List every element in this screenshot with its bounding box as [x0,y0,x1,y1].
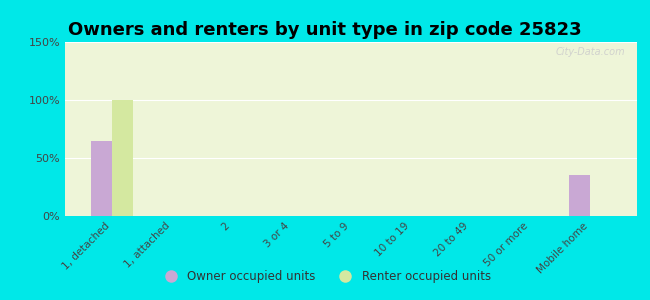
Legend: Owner occupied units, Renter occupied units: Owner occupied units, Renter occupied un… [154,266,496,288]
Bar [112,100,133,216]
Text: City-Data.com: City-Data.com [556,47,625,57]
Text: Owners and renters by unit type in zip code 25823: Owners and renters by unit type in zip c… [68,21,582,39]
Bar [569,176,590,216]
Bar [91,141,112,216]
